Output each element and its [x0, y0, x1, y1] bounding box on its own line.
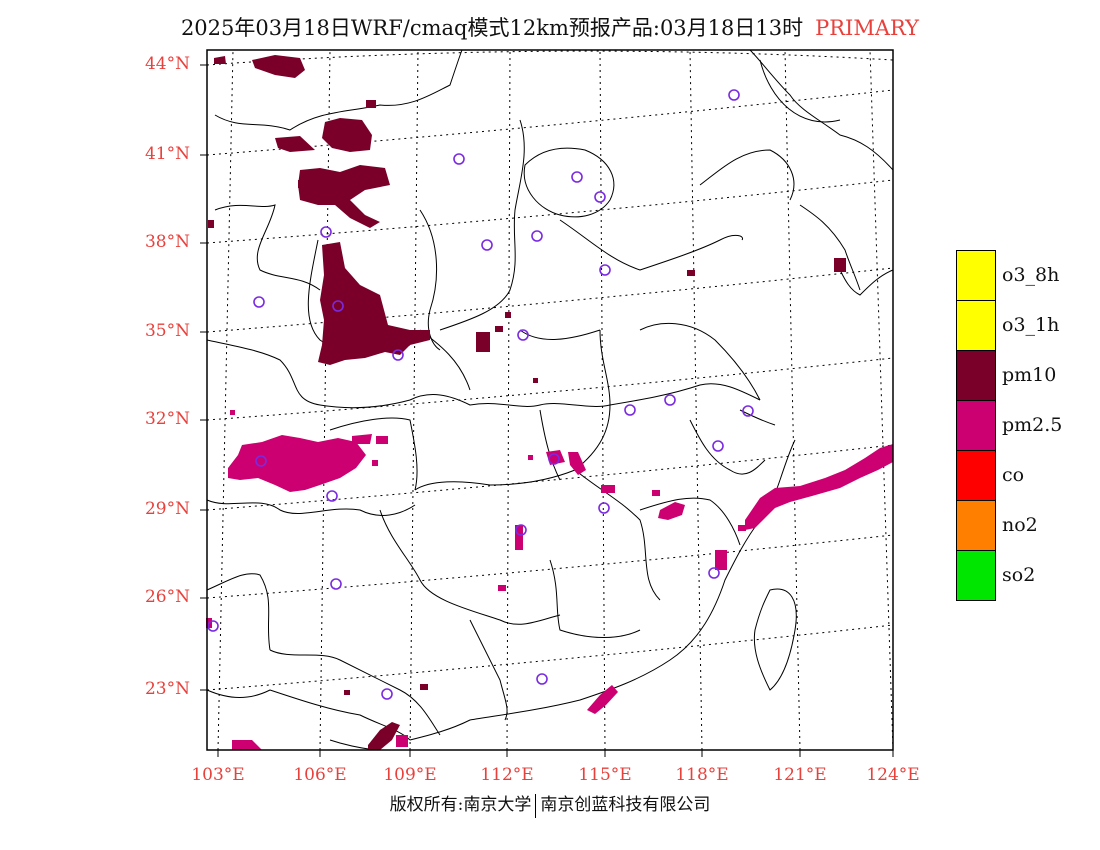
lat-label: 32°N	[144, 409, 190, 429]
legend-swatch	[956, 300, 996, 351]
graticule	[206, 49, 894, 751]
pollutant-legend: o3_8h o3_1h pm10 pm2.5 co no2 so2	[956, 250, 1096, 601]
title-text: 2025年03月18日WRF/cmaq模式12km预报产品:03月18日13时	[180, 16, 804, 40]
footer-left: 版权所有:南京大学	[389, 795, 532, 815]
footer-separator	[535, 793, 537, 818]
legend-swatch	[956, 450, 996, 501]
legend-label: pm2.5	[1002, 414, 1063, 436]
lon-label: 109°E	[383, 765, 437, 785]
lon-label: 121°E	[773, 765, 827, 785]
map-frame	[206, 49, 894, 751]
lat-label: 44°N	[144, 54, 190, 74]
lon-label: 112°E	[480, 765, 534, 785]
legend-item: co	[956, 450, 1096, 501]
lat-label: 23°N	[144, 679, 190, 699]
lat-label: 38°N	[144, 232, 190, 252]
legend-label: o3_8h	[1002, 264, 1060, 286]
station-markers	[207, 89, 754, 700]
legend-swatch	[956, 400, 996, 451]
legend-swatch	[956, 350, 996, 401]
figure-title: 2025年03月18日WRF/cmaq模式12km预报产品:03月18日13时 P…	[0, 12, 1100, 42]
legend-label: co	[1002, 464, 1025, 486]
legend-label: so2	[1002, 564, 1036, 586]
legend-item: o3_1h	[956, 300, 1096, 351]
lon-label: 124°E	[866, 765, 920, 785]
legend-item: so2	[956, 550, 1096, 601]
pm10-areas	[208, 55, 846, 750]
lat-label: 35°N	[144, 321, 190, 341]
lat-label: 29°N	[144, 499, 190, 519]
lat-label: 41°N	[144, 144, 190, 164]
lon-label: 115°E	[578, 765, 632, 785]
lon-label: 106°E	[293, 765, 347, 785]
legend-item: no2	[956, 500, 1096, 551]
legend-item: pm10	[956, 350, 1096, 401]
copyright-footer: 版权所有:南京大学 南京创蓝科技有限公司	[0, 790, 1100, 818]
legend-label: no2	[1002, 514, 1038, 536]
pm25-areas	[206, 410, 893, 750]
legend-swatch	[956, 250, 996, 301]
lat-label: 26°N	[144, 587, 190, 607]
axis-ticks	[200, 64, 894, 757]
lon-label: 118°E	[675, 765, 729, 785]
footer-right: 南京创蓝科技有限公司	[540, 795, 711, 815]
legend-item: pm2.5	[956, 400, 1096, 451]
boundaries	[206, 49, 894, 751]
legend-swatch	[956, 500, 996, 551]
legend-label: o3_1h	[1002, 314, 1060, 336]
legend-item: o3_8h	[956, 250, 1096, 301]
legend-label: pm10	[1002, 364, 1057, 386]
lon-label: 103°E	[191, 765, 245, 785]
title-tag: PRIMARY	[815, 16, 920, 40]
legend-swatch	[956, 550, 996, 601]
